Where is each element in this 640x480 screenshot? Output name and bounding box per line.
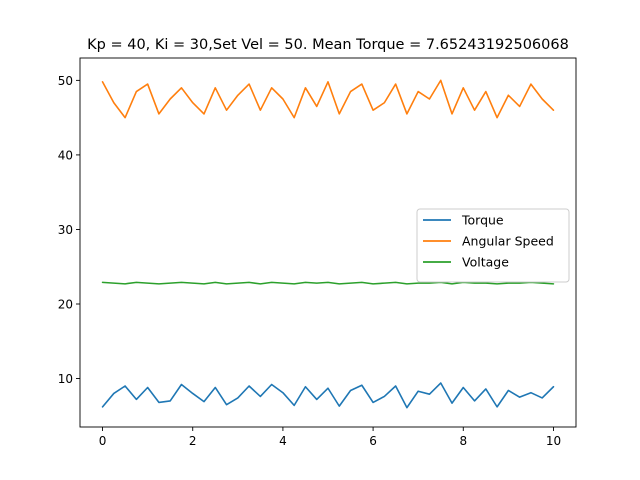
x-axis: 0 2 4 6 8 10 [99, 427, 561, 448]
series-line-torque [101, 382, 555, 409]
x-tick-label: 4 [279, 434, 287, 448]
y-tick-label: 40 [58, 148, 73, 162]
legend: Torque Angular Speed Voltage [416, 208, 570, 283]
x-tick-label: 10 [546, 434, 561, 448]
y-tick-label: 30 [58, 223, 73, 237]
x-tick-label: 8 [459, 434, 467, 448]
legend-label: Angular Speed [462, 234, 554, 249]
legend-label: Voltage [462, 255, 509, 270]
legend-box [416, 208, 570, 283]
series-line-voltage [101, 281, 555, 285]
x-tick-label: 2 [189, 434, 197, 448]
x-tick-label: 0 [99, 434, 107, 448]
plot-frame [79, 57, 577, 428]
y-axis: 10 20 30 40 50 [58, 74, 80, 386]
series-layer [101, 79, 555, 409]
y-tick-label: 50 [58, 74, 73, 88]
chart-title: Kp = 40, Ki = 30,Set Vel = 50. Mean Torq… [87, 37, 569, 53]
legend-label: Torque [461, 213, 504, 228]
x-tick-label: 6 [369, 434, 377, 448]
series-line-angular-speed [101, 79, 555, 119]
y-tick-label: 10 [58, 372, 73, 386]
y-tick-label: 20 [58, 298, 73, 312]
